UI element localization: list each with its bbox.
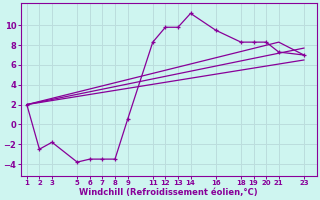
X-axis label: Windchill (Refroidissement éolien,°C): Windchill (Refroidissement éolien,°C)	[79, 188, 258, 197]
